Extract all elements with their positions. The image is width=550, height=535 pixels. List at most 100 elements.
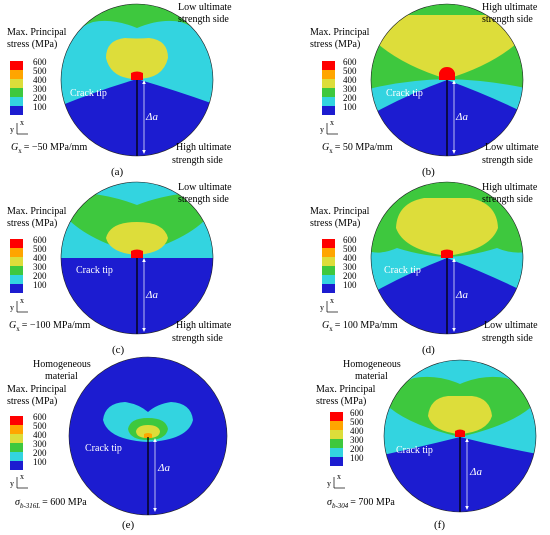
delta-a-label-b: Δa	[455, 111, 468, 123]
bottom-side-line1-a: High ultimate	[176, 142, 232, 153]
legend-title-line2-b: stress (MPa)	[310, 39, 360, 50]
panel-label-f: (f)	[434, 519, 445, 531]
legend-c: Max. Principal stress (MPa) 600 500 400 …	[7, 206, 67, 293]
axis-y-label-e: y	[10, 479, 14, 488]
homogeneous-line1-f: Homogeneous	[343, 359, 401, 370]
delta-a-arrowhead-top-d	[452, 258, 456, 262]
legend-level-200-b: 200	[343, 93, 357, 103]
legend-swatch-400-c	[10, 257, 23, 266]
legend-level-100-d: 100	[343, 280, 357, 290]
axis-x-label-a: x	[20, 118, 24, 127]
legend-level-500-b: 500	[343, 66, 357, 76]
crack-tip-label-b: Crack tip	[386, 88, 423, 99]
legend-level-400-b: 400	[343, 75, 357, 85]
legend-level-400-a: 400	[33, 75, 47, 85]
panel-d: Δa Crack tip Max. Principal stress (MPa)…	[310, 181, 538, 356]
panel-label-a: (a)	[111, 166, 124, 178]
legend-swatch-300-f	[330, 439, 343, 448]
legend-a: Max. Principal stress (MPa) 600 500 400 …	[7, 27, 67, 115]
panel-label-b: (b)	[422, 166, 435, 178]
legend-swatch-500-e	[10, 425, 23, 434]
legend-b: Max. Principal stress (MPa) 600 500 400 …	[310, 27, 370, 115]
legend-title-line1-f: Max. Principal	[316, 384, 376, 395]
axis-y-label-b: y	[320, 125, 324, 134]
top-side-line2-a: strength side	[178, 14, 229, 25]
legend-swatch-300-d	[322, 266, 335, 275]
delta-a-arrowhead-top-c	[142, 258, 146, 262]
axis-y-label-c: y	[10, 303, 14, 312]
panel-label-c: (c)	[112, 344, 125, 356]
axis-triad-d: x y	[320, 296, 338, 313]
panel-label-e: (e)	[122, 519, 135, 531]
legend-level-200-f: 200	[350, 444, 364, 454]
legend-swatch-300-b	[322, 88, 335, 97]
legend-swatch-500-d	[322, 248, 335, 257]
axis-x-label-c: x	[20, 296, 24, 305]
delta-a-arrowhead-bottom-d	[452, 328, 456, 332]
legend-title-line2-d: stress (MPa)	[310, 218, 360, 229]
bottom-side-line2-c: strength side	[172, 333, 223, 344]
legend-swatch-300-e	[10, 443, 23, 452]
axis-x-label-f: x	[337, 472, 341, 481]
sigma-label-f: σb-304 = 700 MPa	[327, 497, 395, 510]
legend-level-600-e: 600	[33, 412, 47, 422]
top-side-line2-d: strength side	[482, 194, 533, 205]
legend-level-500-c: 500	[33, 244, 47, 254]
axis-triad-a: x y	[10, 118, 28, 135]
delta-a-label-d: Δa	[455, 289, 468, 301]
crack-tip-label-d: Crack tip	[384, 265, 421, 276]
legend-swatch-400-d	[322, 257, 335, 266]
legend-title-line2-f: stress (MPa)	[316, 396, 366, 407]
legend-level-200-a: 200	[33, 93, 47, 103]
legend-level-400-d: 400	[343, 253, 357, 263]
legend-level-200-c: 200	[33, 271, 47, 281]
stress-contour-d	[371, 182, 523, 334]
axis-triad-c: x y	[10, 296, 28, 313]
delta-a-label-e: Δa	[157, 462, 170, 474]
delta-a-arrowhead-bottom-b	[452, 150, 456, 154]
legend-swatch-600-f	[330, 412, 343, 421]
axis-x-label-e: x	[20, 472, 24, 481]
legend-swatch-300-a	[10, 88, 23, 97]
legend-title-line1-e: Max. Principal	[7, 384, 67, 395]
legend-swatch-400-e	[10, 434, 23, 443]
homogeneous-line2-f: material	[355, 371, 388, 382]
legend-level-600-a: 600	[33, 57, 47, 67]
legend-level-500-a: 500	[33, 66, 47, 76]
bottom-side-line1-b: Low ultimate	[485, 142, 539, 153]
bottom-side-line2-a: strength side	[172, 155, 223, 166]
legend-swatch-200-f	[330, 448, 343, 457]
stress-contour-b	[371, 4, 523, 156]
gradient-label-a: Gx = −50 MPa/mm	[11, 142, 87, 155]
stress-contour-e	[69, 357, 227, 515]
panel-b: Δa Crack tip Max. Principal stress (MPa)…	[310, 2, 539, 178]
legend-swatch-200-e	[10, 452, 23, 461]
legend-level-300-e: 300	[33, 439, 47, 449]
legend-swatch-100-d	[322, 284, 335, 293]
legend-title-line2-c: stress (MPa)	[7, 218, 57, 229]
legend-title-line1-a: Max. Principal	[7, 27, 67, 38]
gradient-label-d: Gx = 100 MPa/mm	[322, 320, 398, 333]
top-side-line2-b: strength side	[482, 14, 533, 25]
axis-triad-e: x y	[10, 472, 28, 489]
delta-a-arrowhead-bottom-a	[142, 150, 146, 154]
axis-triad-f: x y	[327, 472, 345, 489]
crack-tip-label-c: Crack tip	[76, 265, 113, 276]
stress-contour-f	[384, 360, 536, 512]
legend-level-200-d: 200	[343, 271, 357, 281]
delta-a-arrowhead-top-b	[452, 80, 456, 84]
legend-level-100-c: 100	[33, 280, 47, 290]
delta-a-label-a: Δa	[145, 111, 158, 123]
homogeneous-line2-e: material	[45, 371, 78, 382]
delta-a-label-f: Δa	[469, 466, 482, 478]
legend-level-100-b: 100	[343, 102, 357, 112]
crack-tip-label-f: Crack tip	[396, 445, 433, 456]
panel-label-d: (d)	[422, 344, 435, 356]
axis-x-label-b: x	[330, 118, 334, 127]
legend-title-line1-c: Max. Principal	[7, 206, 67, 217]
top-side-line1-b: High ultimate	[482, 2, 538, 13]
legend-level-400-e: 400	[33, 430, 47, 440]
delta-a-arrowhead-bottom-f	[465, 506, 469, 510]
panel-f: Δa Crack tip Homogeneous material Max. P…	[316, 359, 537, 531]
legend-swatch-200-b	[322, 97, 335, 106]
